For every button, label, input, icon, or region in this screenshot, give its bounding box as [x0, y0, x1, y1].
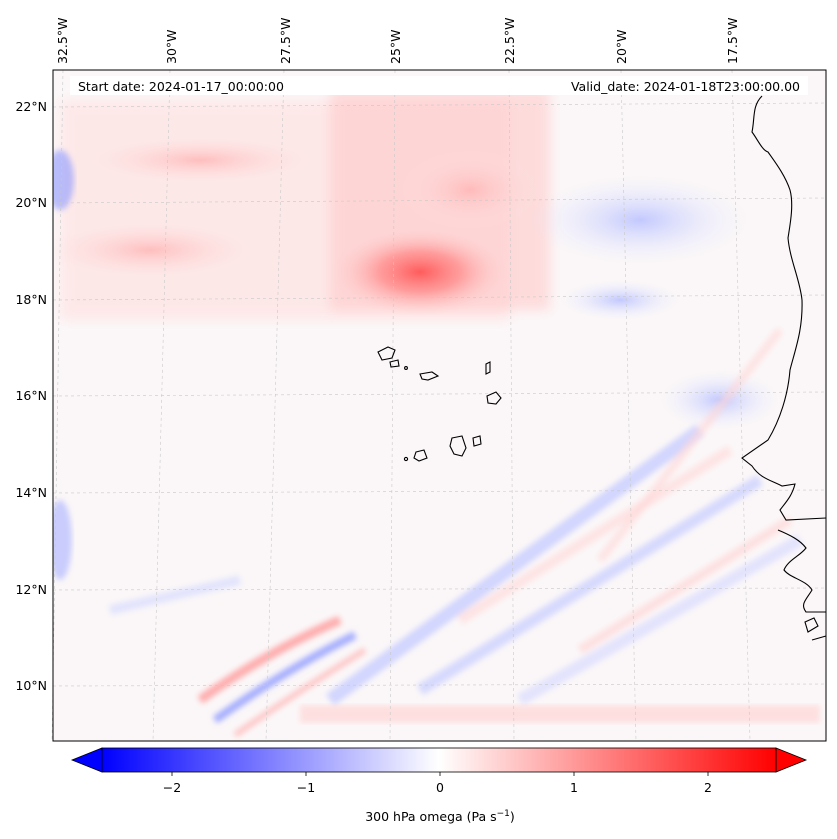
lat-label: 18°N: [15, 292, 47, 307]
lon-label: 32.5°W: [55, 18, 70, 64]
map-frame: [52, 69, 827, 742]
lat-label: 14°N: [15, 485, 47, 500]
coastlines: [741, 95, 827, 641]
colorbar-max-extend: [775, 747, 808, 773]
colorbar-min-extend: [70, 747, 103, 773]
longitude-labels: 32.5°W 30°W 27.5°W 25°W 22.5°W 20°W 17.5…: [55, 18, 740, 64]
lat-label: 22°N: [15, 99, 47, 114]
lat-label: 16°N: [15, 388, 47, 403]
colorbar-tick: 0: [436, 780, 444, 795]
latitude-labels: 22°N 20°N 18°N 16°N 14°N 12°N 10°N: [15, 99, 47, 693]
lon-label: 30°W: [164, 29, 179, 64]
lon-label: 20°W: [614, 29, 629, 64]
lon-label: 25°W: [388, 29, 403, 64]
colorbar-bar: [102, 748, 776, 772]
colorbar-tick: 2: [704, 780, 712, 795]
gridlines: [51, 69, 827, 742]
lon-label: 22.5°W: [502, 18, 517, 64]
colorbar: −2 −1 0 1 2 300 hPa omega (Pa s−1): [70, 747, 808, 824]
header-strip: [70, 76, 808, 95]
lat-label: 20°N: [15, 195, 47, 210]
lon-label: 17.5°W: [725, 18, 740, 64]
start-date-label: Start date: 2024-01-17_00:00:00: [78, 79, 284, 94]
lon-label: 27.5°W: [278, 18, 293, 64]
cape-verde-islands: [377, 346, 502, 462]
lat-label: 10°N: [15, 678, 47, 693]
colorbar-tick: 1: [570, 780, 578, 795]
lat-label: 12°N: [15, 582, 47, 597]
colorbar-tick: −1: [297, 780, 315, 795]
omega-field: [53, 70, 826, 741]
colorbar-tick: −2: [163, 780, 181, 795]
colorbar-label: 300 hPa omega (Pa s−1): [365, 809, 515, 824]
valid-date-label: Valid_date: 2024-01-18T23:00:00.00: [571, 79, 800, 94]
